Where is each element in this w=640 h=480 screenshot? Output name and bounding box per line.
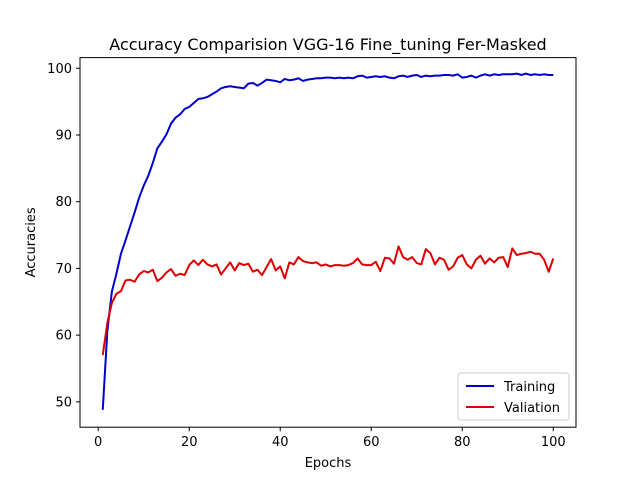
y-tick-label: 50: [55, 395, 72, 410]
x-tick-label: 100: [541, 435, 566, 450]
y-axis-label: Accuracies: [24, 207, 39, 277]
x-axis-label: Epochs: [305, 456, 352, 471]
x-tick-label: 0: [94, 435, 102, 450]
series-layer: [101, 72, 555, 410]
series-line-training: [101, 72, 554, 410]
legend-box: [457, 372, 570, 421]
y-axis: 50 60 70 80 90 100: [47, 62, 80, 410]
x-tick-label: 80: [454, 435, 471, 450]
plot-area: [79, 57, 577, 428]
legend-label-valiation: Valiation: [504, 401, 560, 416]
y-tick-label: 100: [47, 62, 72, 77]
legend: Training Valiation: [457, 372, 570, 421]
y-tick-label: 90: [55, 128, 72, 143]
x-tick-label: 20: [181, 435, 198, 450]
x-axis: 0 20 40 60 80 100: [94, 427, 566, 450]
y-tick-label: 70: [55, 262, 72, 277]
series-line-valiation: [101, 245, 555, 356]
chart-title: Accuracy Comparision VGG-16 Fine_tuning …: [109, 35, 546, 55]
legend-label-training: Training: [503, 380, 555, 395]
y-tick-label: 60: [55, 329, 72, 344]
x-tick-label: 60: [363, 435, 380, 450]
x-tick-label: 40: [272, 435, 289, 450]
y-tick-label: 80: [55, 195, 72, 210]
